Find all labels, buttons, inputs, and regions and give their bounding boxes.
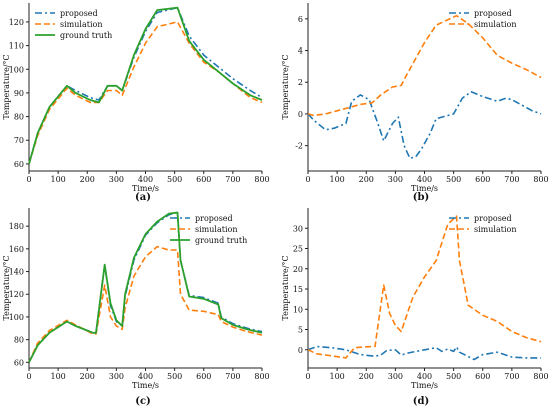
y-tick-label: 6 bbox=[298, 15, 303, 24]
x-tick-label: 700 bbox=[504, 372, 519, 381]
x-tick-label: 800 bbox=[254, 175, 269, 184]
x-tick-label: 800 bbox=[254, 372, 269, 381]
legend-label: proposed bbox=[195, 214, 233, 223]
x-tick-label: 200 bbox=[80, 175, 95, 184]
panel-d: 0 100 200 300 400 500 600 700 800 0 5 10 15 20 25 30 Tim… bbox=[281, 208, 549, 407]
series-line-simulation bbox=[307, 14, 542, 117]
x-tick-label: 700 bbox=[504, 175, 519, 184]
x-tick-label: 0 bbox=[305, 372, 310, 381]
y-tick-label: 20 bbox=[293, 265, 303, 274]
x-tick-label: 100 bbox=[329, 372, 344, 381]
x-tick-label: 800 bbox=[533, 175, 548, 184]
x-tick-label: 300 bbox=[109, 372, 124, 381]
y-tick-label: 15 bbox=[293, 285, 303, 294]
legend-label: simulation bbox=[474, 225, 516, 234]
x-tick-label: 500 bbox=[446, 372, 461, 381]
series-line-simulation bbox=[28, 245, 263, 363]
x-tick-label: 0 bbox=[305, 175, 310, 184]
panel-caption: (a) bbox=[135, 192, 151, 203]
legend-label: simulation bbox=[60, 20, 102, 29]
x-tick-label: 100 bbox=[329, 175, 344, 184]
legend-label: ground truth bbox=[60, 31, 112, 40]
series-line-simulation bbox=[307, 215, 542, 359]
y-tick-label: 80 bbox=[14, 113, 24, 122]
panel-caption: (b) bbox=[413, 192, 429, 203]
y-tick-label: 80 bbox=[14, 336, 24, 345]
x-tick-label: 100 bbox=[50, 175, 65, 184]
y-axis-label: Temperature/°C bbox=[2, 54, 11, 119]
y-tick-label: 10 bbox=[293, 305, 303, 314]
y-axis-label: Temperature/°C bbox=[2, 255, 11, 320]
x-tick-label: 500 bbox=[167, 372, 182, 381]
legend-label: ground truth bbox=[195, 236, 247, 245]
x-axis-label: Time/s bbox=[132, 381, 159, 390]
x-tick-label: 200 bbox=[80, 372, 95, 381]
series-line-ground-truth bbox=[28, 211, 263, 363]
panel-c: 0 100 200 300 400 500 600 700 800 60 80 100 120 140 16… bbox=[2, 208, 270, 407]
y-tick-label: 100 bbox=[9, 313, 24, 322]
y-axis-label: Temperature/°C bbox=[281, 255, 290, 320]
x-tick-label: 400 bbox=[138, 372, 153, 381]
x-tick-label: 300 bbox=[109, 175, 124, 184]
panel-b: 0 100 200 300 400 500 600 700 800 -2 0 2 4 6 Time/s Tem… bbox=[281, 3, 549, 203]
y-tick-label: 5 bbox=[298, 326, 303, 335]
y-tick-label: 4 bbox=[298, 47, 303, 56]
legend-label: simulation bbox=[195, 225, 237, 234]
legend-label: proposed bbox=[60, 9, 98, 18]
x-tick-label: 0 bbox=[26, 372, 31, 381]
series-line-proposed bbox=[307, 91, 542, 160]
y-tick-label: -2 bbox=[295, 142, 303, 151]
x-tick-label: 600 bbox=[475, 372, 490, 381]
y-tick-label: 0 bbox=[298, 346, 303, 355]
y-tick-label: 90 bbox=[14, 89, 24, 98]
y-tick-label: 25 bbox=[293, 245, 303, 254]
x-tick-label: 200 bbox=[359, 175, 374, 184]
y-tick-label: 140 bbox=[9, 268, 24, 277]
x-axis-label: Time/s bbox=[411, 184, 438, 193]
x-tick-label: 200 bbox=[359, 372, 374, 381]
x-axis-label: Time/s bbox=[132, 184, 159, 193]
y-tick-label: 160 bbox=[9, 245, 24, 254]
x-tick-label: 700 bbox=[225, 175, 240, 184]
y-tick-label: 2 bbox=[298, 78, 303, 87]
x-tick-label: 600 bbox=[196, 175, 211, 184]
x-tick-label: 400 bbox=[417, 175, 432, 184]
y-tick-label: 0 bbox=[298, 110, 303, 119]
x-tick-label: 400 bbox=[138, 175, 153, 184]
x-tick-label: 300 bbox=[388, 372, 403, 381]
y-tick-label: 60 bbox=[14, 358, 24, 367]
x-tick-label: 0 bbox=[26, 175, 31, 184]
y-tick-label: 30 bbox=[293, 224, 303, 233]
x-tick-label: 100 bbox=[50, 372, 65, 381]
x-tick-label: 600 bbox=[196, 372, 211, 381]
x-tick-label: 700 bbox=[225, 372, 240, 381]
y-tick-label: 120 bbox=[9, 290, 24, 299]
panel-caption: (c) bbox=[135, 396, 151, 407]
y-tick-label: 120 bbox=[9, 18, 24, 27]
x-tick-label: 600 bbox=[475, 175, 490, 184]
x-axis-label: Time/s bbox=[411, 381, 438, 390]
x-tick-label: 300 bbox=[388, 175, 403, 184]
x-tick-label: 800 bbox=[533, 372, 548, 381]
panel-a: 0 100 200 300 400 500 600 700 800 60 70 80 90 100 110 1… bbox=[2, 3, 270, 203]
y-axis-label: Temperature/°C bbox=[281, 54, 290, 119]
y-tick-label: 100 bbox=[9, 65, 24, 74]
y-tick-label: 60 bbox=[14, 160, 24, 169]
series-line-ground-truth bbox=[28, 6, 263, 165]
y-tick-label: 180 bbox=[9, 222, 24, 231]
panel-caption: (d) bbox=[413, 396, 429, 407]
series-line-proposed bbox=[28, 6, 263, 165]
y-tick-label: 110 bbox=[9, 42, 24, 51]
x-tick-label: 500 bbox=[446, 175, 461, 184]
legend-label: proposed bbox=[474, 9, 512, 18]
x-tick-label: 400 bbox=[417, 372, 432, 381]
x-tick-label: 500 bbox=[167, 175, 182, 184]
legend-label: simulation bbox=[474, 20, 516, 29]
y-tick-label: 70 bbox=[14, 136, 24, 145]
legend-label: proposed bbox=[474, 214, 512, 223]
series-line-simulation bbox=[28, 21, 263, 165]
series-line-proposed bbox=[307, 345, 541, 361]
